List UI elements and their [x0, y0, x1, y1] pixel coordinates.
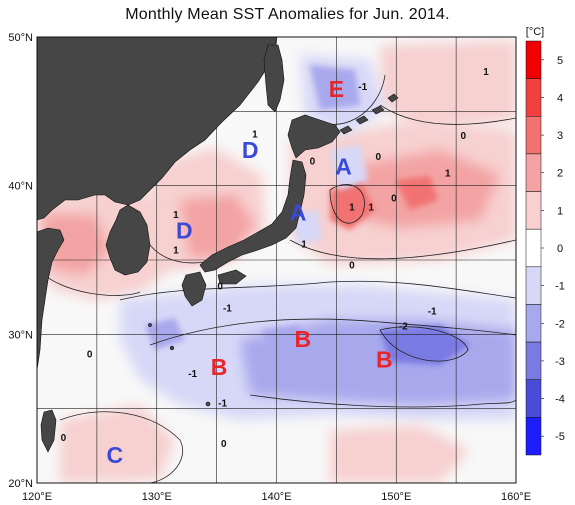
region-label: A: [335, 153, 352, 179]
taiwan: [40, 409, 57, 453]
region-label: D: [176, 217, 193, 243]
contour-value-label: -1: [358, 82, 367, 93]
contour-value-label: 0: [310, 156, 316, 167]
lat-tick-label: 50°N: [8, 32, 33, 44]
kuril-island: [355, 115, 369, 125]
korea: [105, 204, 151, 276]
region-label: C: [107, 442, 124, 468]
colorbar-swatch: [525, 116, 542, 155]
colorbar: [°C] 5 4 3 2 1 0 -1 -2 -3 -4 -5: [525, 26, 565, 456]
contour-value-label: 1: [173, 210, 179, 221]
colorbar-label: 2: [557, 168, 563, 180]
contour-value-label: 0: [349, 260, 355, 271]
region-label: E: [329, 76, 344, 102]
contour-labels: -1 1 1 0 0 0 1 1 1 0 1 1 1 0 0 -1 -1 -2 0 -1 -1 0 0: [61, 67, 490, 450]
continent-north: [37, 37, 278, 221]
contour-value-label: 1: [445, 168, 451, 179]
contour-value-label: -1: [428, 307, 437, 318]
honshu: [199, 159, 307, 273]
region-label: B: [211, 354, 228, 380]
kyushu: [181, 271, 207, 307]
colorbar-label: 0: [557, 243, 563, 255]
anomaly-shading: [37, 40, 516, 483]
region-label: A: [290, 199, 307, 225]
plot-area: [37, 37, 516, 483]
kuril-island: [371, 105, 385, 115]
plot-frame: [36, 36, 517, 484]
map-title: Monthly Mean SST Anomalies for Jun. 2014…: [125, 6, 450, 23]
island: [169, 345, 175, 351]
colorbar-swatch: [525, 78, 542, 117]
colorbar-swatch: [525, 341, 542, 380]
colorbar-swatch: [525, 40, 542, 79]
hokkaido: [287, 114, 341, 159]
lon-tick-label: 120°E: [22, 491, 52, 503]
contour-value-label: 1: [301, 240, 307, 251]
contour-value-label: 1: [252, 130, 258, 141]
colorbar-label: -2: [555, 318, 565, 330]
contour-value-label: 1: [349, 202, 355, 213]
contour-value-label: -1: [188, 369, 197, 380]
colorbar-label: 5: [557, 55, 563, 67]
island: [148, 323, 152, 327]
kuril-island: [339, 125, 353, 135]
colorbar-swatch: [525, 379, 542, 418]
contour-value-label: -2: [399, 321, 408, 332]
colorbar-swatch: [525, 304, 542, 343]
axis-tick-labels: 120°E 130°E 140°E 150°E 160°E 50°N 40°N 30°N 20°…: [8, 32, 531, 503]
land: [37, 37, 399, 453]
contour-value-label: -1: [218, 399, 227, 410]
colorbar-swatch: [525, 191, 542, 230]
colorbar-swatch: [525, 153, 542, 192]
colorbar-swatch: [525, 266, 542, 305]
colorbar-label: 1: [557, 205, 563, 217]
colorbar-label: 3: [557, 130, 563, 142]
contour-lines: [37, 74, 516, 483]
contour-value-label: 1: [483, 67, 489, 78]
region-label: D: [242, 137, 259, 163]
colorbar-swatch: [525, 228, 542, 268]
region-label: B: [295, 326, 312, 352]
colorbar-label: -3: [555, 356, 565, 368]
china-east-coast: [37, 227, 65, 371]
sakhalin: [263, 44, 285, 113]
lon-tick-label: 150°E: [381, 491, 411, 503]
contour-value-label: -1: [223, 304, 232, 315]
contour-value-label: 0: [391, 194, 397, 205]
lat-tick-label: 40°N: [8, 181, 33, 193]
contour-value-label: 0: [221, 439, 227, 450]
lat-tick-label: 30°N: [8, 329, 33, 341]
contour-value-label: 0: [61, 433, 67, 444]
colorbar-swatch: [525, 417, 542, 456]
lon-tick-label: 140°E: [261, 491, 291, 503]
contour-value-label: 0: [461, 131, 467, 142]
region-labels: E A A D D B B B C: [107, 76, 393, 468]
lon-tick-label: 130°E: [142, 491, 172, 503]
shikoku: [217, 269, 247, 285]
lon-tick-label: 160°E: [501, 491, 531, 503]
colorbar-label: -5: [555, 431, 565, 443]
colorbar-label: -1: [555, 281, 565, 293]
colorbar-unit: [°C]: [526, 26, 544, 38]
colorbar-label: 4: [557, 92, 563, 104]
contour-value-label: 1: [368, 202, 374, 213]
region-label: B: [376, 347, 393, 373]
contour-value-label: 0: [87, 350, 93, 361]
colorbar-label: -4: [555, 394, 565, 406]
kuril-island: [387, 93, 399, 103]
contour-value-label: 0: [217, 281, 223, 292]
contour-value-label: 1: [173, 246, 179, 257]
lat-tick-label: 20°N: [8, 478, 33, 490]
contour-value-label: 0: [376, 152, 382, 163]
island: [205, 401, 211, 407]
